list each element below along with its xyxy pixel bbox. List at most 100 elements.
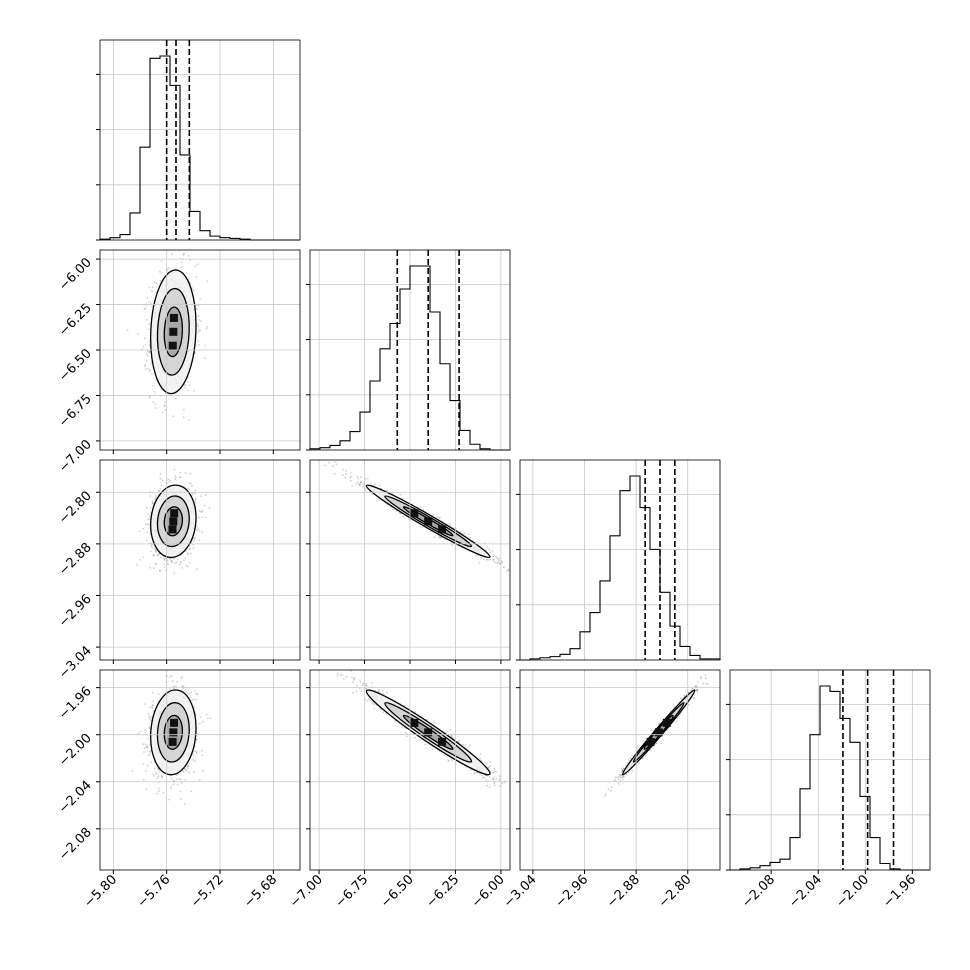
sample-point <box>182 408 185 411</box>
sample-point <box>488 786 491 789</box>
panel-frame <box>99 39 301 241</box>
sample-point <box>153 774 155 777</box>
sample-point <box>381 690 384 692</box>
sample-point <box>366 477 369 480</box>
sample-point <box>355 690 358 692</box>
histogram-bar-outline <box>99 55 300 241</box>
sample-point <box>194 265 197 267</box>
sample-point <box>478 561 481 564</box>
sample-point <box>486 784 489 787</box>
sample-point <box>172 783 175 785</box>
panel-frame <box>729 669 931 871</box>
sample-point <box>360 476 362 479</box>
sample-point <box>151 706 154 709</box>
sample-point <box>208 506 211 509</box>
sample-point <box>443 538 446 541</box>
sample-point <box>187 765 190 767</box>
sample-point <box>492 560 495 563</box>
sample-point <box>407 518 410 521</box>
sample-point <box>401 726 404 729</box>
sample-point <box>180 778 182 781</box>
sample-point <box>156 792 159 795</box>
sample-point <box>174 397 177 400</box>
sample-point <box>495 770 497 773</box>
sample-point <box>398 512 401 514</box>
sample-point <box>204 357 206 359</box>
sample-point <box>469 536 472 539</box>
sample-point <box>186 552 189 554</box>
sample-point <box>195 692 198 695</box>
sample-point <box>188 548 191 551</box>
sample-point <box>480 557 483 559</box>
sample-point <box>146 744 149 746</box>
sample-point <box>169 676 171 678</box>
sample-point <box>497 561 500 563</box>
sample-point <box>349 477 352 479</box>
sample-point <box>142 345 145 348</box>
sample-point <box>184 779 187 782</box>
sample-point <box>148 727 151 730</box>
sample-point <box>158 787 160 790</box>
sample-point <box>205 327 208 330</box>
sample-point <box>377 497 380 500</box>
sample-point <box>151 502 154 505</box>
sample-point <box>155 495 158 498</box>
sample-point <box>152 567 155 570</box>
sample-point <box>432 514 435 516</box>
sample-point <box>193 760 196 763</box>
sample-point <box>195 738 198 741</box>
sample-point <box>193 537 196 539</box>
sample-point <box>147 513 150 516</box>
sample-point <box>199 716 202 718</box>
sample-point <box>194 750 196 752</box>
sample-point <box>203 504 206 507</box>
sample-point <box>362 484 365 486</box>
density-core <box>169 517 178 526</box>
sample-point <box>402 515 404 518</box>
sample-point <box>151 290 153 293</box>
sample-point <box>489 558 492 561</box>
sample-point <box>157 790 160 792</box>
sample-point <box>358 483 361 486</box>
sample-point <box>172 685 175 688</box>
sample-point <box>202 509 204 512</box>
sample-point <box>190 790 193 793</box>
sample-point <box>145 745 148 748</box>
sample-point <box>496 562 499 564</box>
sample-point <box>159 279 162 282</box>
sample-point <box>492 778 494 781</box>
sample-point <box>169 688 171 691</box>
sample-point <box>389 506 392 509</box>
sample-point <box>157 775 160 778</box>
sample-point <box>174 478 177 481</box>
sample-point <box>202 720 204 723</box>
sample-point <box>190 482 192 485</box>
sample-point <box>159 487 162 490</box>
sample-point <box>187 380 190 383</box>
sample-point <box>192 754 195 756</box>
sample-point <box>336 674 339 677</box>
sample-point <box>196 693 199 696</box>
sample-point <box>176 778 179 781</box>
sample-point <box>170 674 173 677</box>
sample-point <box>493 770 496 772</box>
sample-point <box>345 675 348 678</box>
sample-point <box>159 569 161 572</box>
sample-point <box>163 405 165 407</box>
sample-point <box>180 782 183 785</box>
density-core <box>168 737 177 746</box>
sample-point <box>341 474 344 477</box>
density-core <box>170 509 179 518</box>
histogram-panel-2 <box>516 460 721 661</box>
sample-point <box>399 493 402 496</box>
sample-point <box>179 471 182 474</box>
sample-point <box>195 752 198 754</box>
sample-point <box>180 561 183 564</box>
sample-point <box>342 468 344 471</box>
sample-point <box>494 561 497 564</box>
sample-point <box>485 779 487 781</box>
sample-point <box>191 699 194 702</box>
sample-point <box>351 485 353 487</box>
sample-point <box>479 753 482 755</box>
sample-point <box>371 493 373 496</box>
